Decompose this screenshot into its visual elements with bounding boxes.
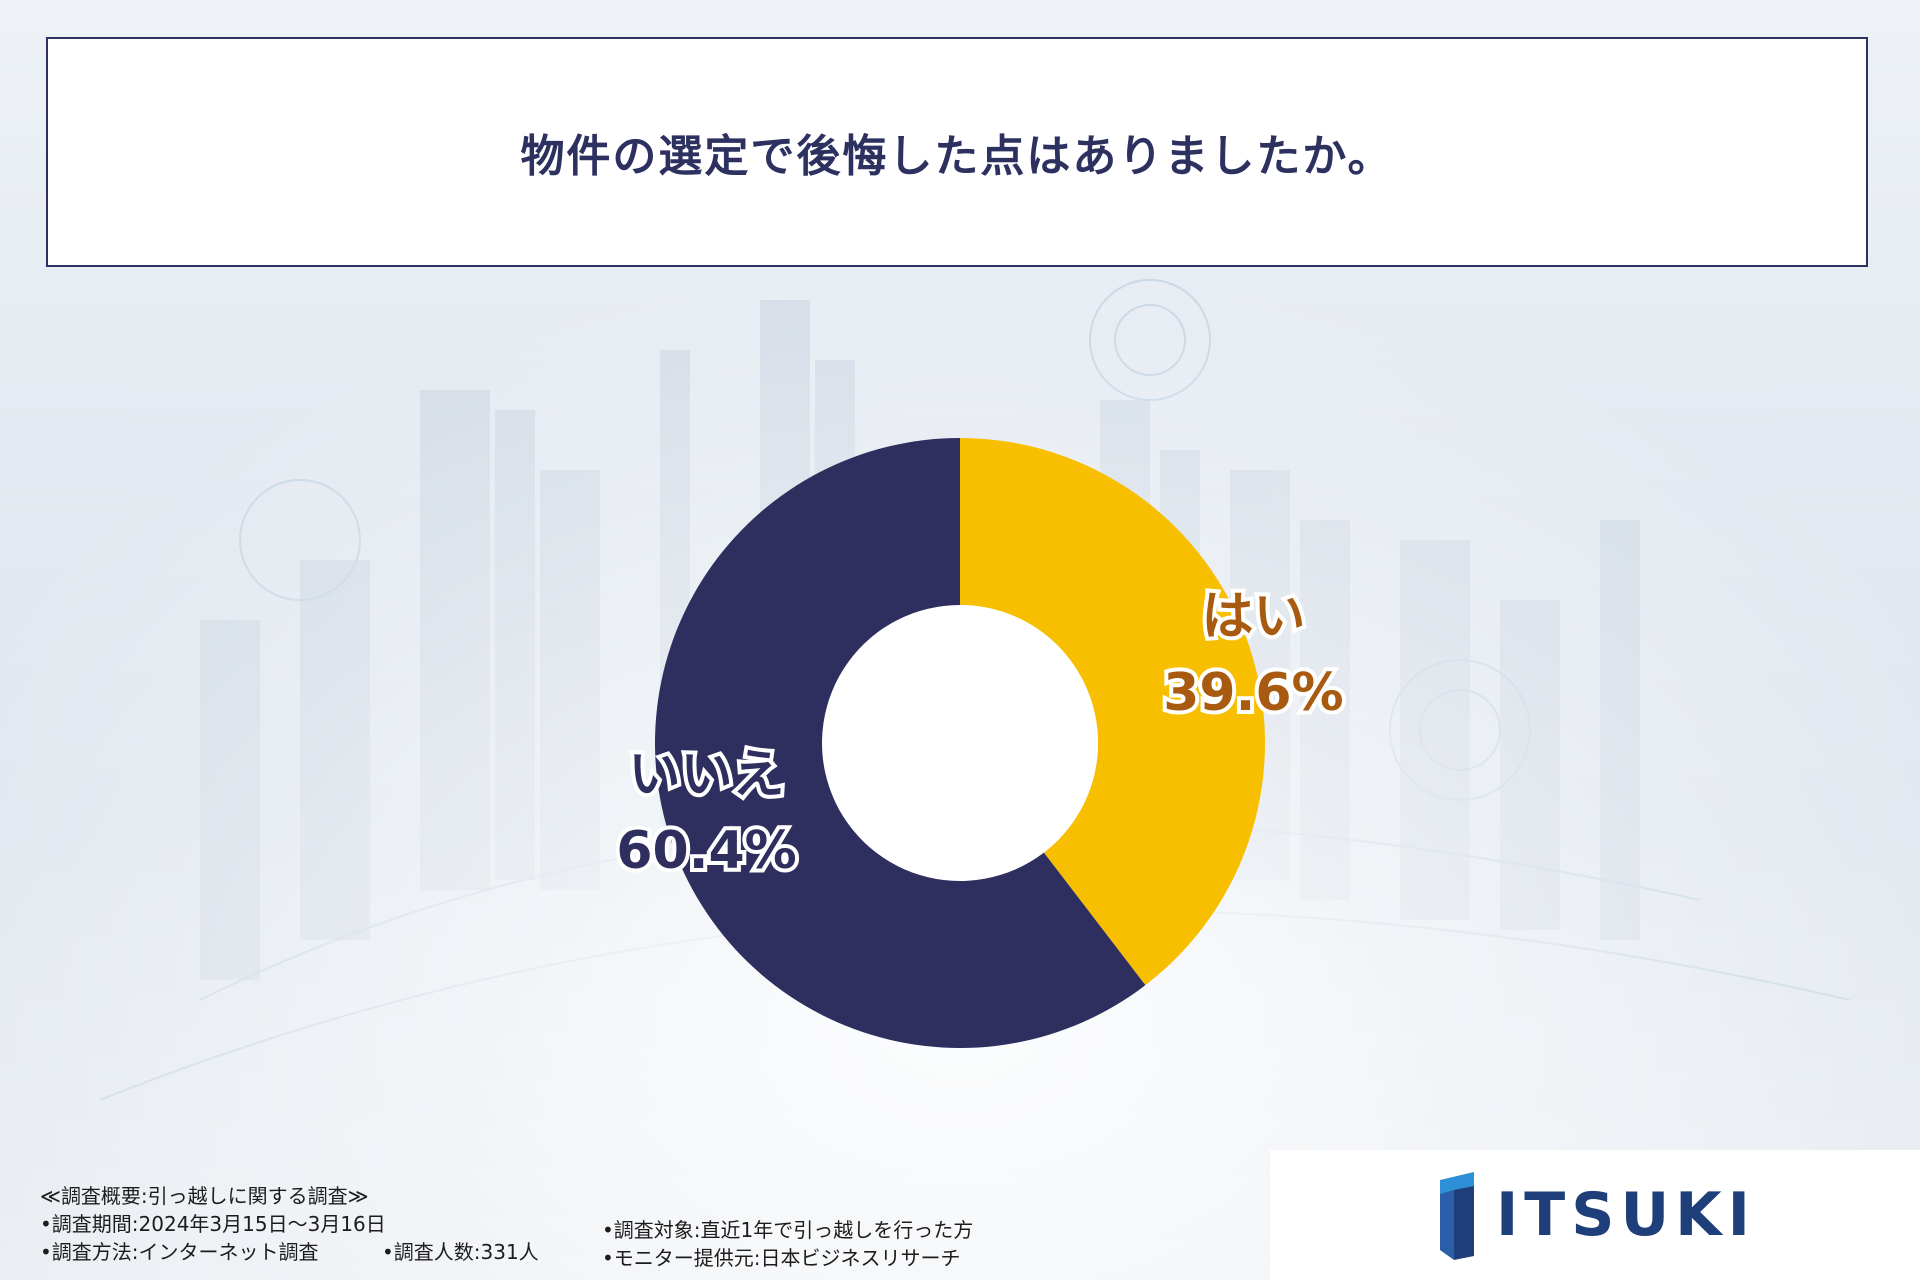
notes-target: •調査対象:直近1年で引っ越しを行った方 (602, 1218, 974, 1242)
donut-slice-2 (654, 438, 1146, 1048)
chart-title: 物件の選定で後悔した点はありましたか。 (520, 131, 1394, 182)
notes-method: •調査方法:インターネット調査 (40, 1240, 319, 1264)
slice-label-2: いいえ (629, 745, 785, 805)
donut-slice-1 (960, 438, 1265, 986)
slice-value-1: 39.6% (1163, 663, 1343, 723)
survey-notes: ≪調査概要:引っ越しに関する調査≫ •調査期間:2024年3月15日～3月16日… (40, 1182, 1240, 1272)
logo-box: ITSUKI (1270, 1150, 1920, 1280)
slice-label-1: はい (1201, 587, 1305, 647)
logo-text: ITSUKI (1495, 1180, 1756, 1250)
logo-mark-icon (1439, 1172, 1474, 1260)
slice-value-2: 60.4% (616, 821, 796, 881)
notes-period: •調査期間:2024年3月15日～3月16日 (40, 1212, 386, 1236)
itsuki-logo: ITSUKI (1434, 1170, 1756, 1260)
donut-hole (822, 605, 1098, 881)
title-box: 物件の選定で後悔した点はありましたか。 (46, 37, 1868, 267)
notes-provider: •モニター提供元:日本ビジネスリサーチ (602, 1246, 961, 1270)
notes-heading: ≪調査概要:引っ越しに関する調査≫ (40, 1184, 369, 1208)
notes-count: •調査人数:331人 (382, 1240, 539, 1264)
